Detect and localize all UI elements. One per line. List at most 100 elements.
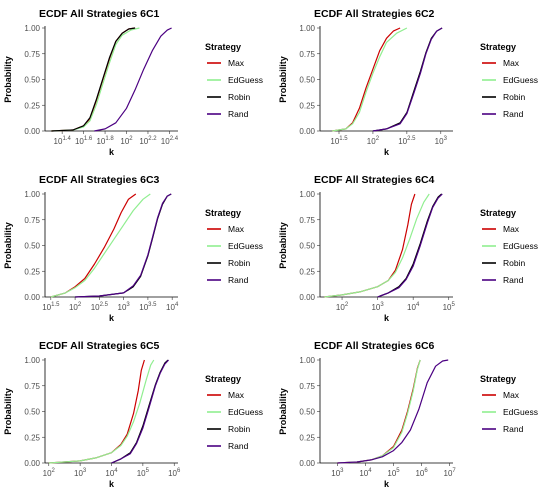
series-line-edguess	[337, 359, 421, 464]
y-tick-label: 1.00	[299, 356, 315, 365]
y-tick-label: 0.00	[24, 127, 40, 136]
x-tick-label: 102	[69, 302, 82, 312]
y-tick-label: 0.00	[24, 293, 40, 302]
y-axis-label: Probability	[3, 388, 13, 435]
x-tick-label: 102.2	[139, 136, 157, 146]
y-tick-label: 0.25	[24, 433, 40, 442]
series-line-max	[332, 27, 401, 132]
x-tick-label: 101.6	[75, 136, 93, 146]
y-tick-label: 1.00	[24, 356, 40, 365]
y-tick-label: 1.00	[24, 24, 40, 33]
x-tick-label: 102.5	[91, 302, 109, 312]
x-tick-label: 103.5	[139, 302, 157, 312]
x-tick-label: 104	[105, 468, 118, 478]
x-tick-label: 103	[331, 468, 344, 478]
series-line-rand	[94, 27, 172, 132]
series-line-max	[48, 359, 145, 464]
legend-label-edguess: EdGuess	[503, 241, 538, 251]
x-axis-label: k	[384, 313, 390, 323]
x-tick-label: 103	[118, 302, 131, 312]
series-line-edguess	[48, 359, 155, 464]
y-axis-label: Probability	[3, 56, 13, 103]
legend-label-rand: Rand	[503, 424, 524, 434]
ecdf-panel-4: ECDF All Strategies 6C4 0.00 0.25 0.50 0.75 1…	[278, 174, 538, 323]
legend-label-rand: Rand	[503, 109, 524, 119]
x-axis-label: k	[109, 479, 115, 489]
y-tick-label: 0.50	[299, 76, 315, 85]
x-tick-label: 101.4	[54, 136, 72, 146]
panel-title: ECDF All Strategies 6C3	[39, 174, 160, 186]
y-tick-label: 0.00	[299, 293, 315, 302]
x-tick-label: 101.5	[42, 302, 60, 312]
legend-label-robin: Robin	[228, 424, 250, 434]
y-axis-label: Probability	[278, 222, 288, 269]
x-axis-label: k	[109, 313, 115, 323]
x-tick-label: 105	[443, 302, 456, 312]
series-line-rand	[111, 359, 170, 464]
x-tick-label: 102	[120, 136, 133, 146]
series-line-robin	[51, 27, 136, 132]
legend-label-edguess: EdGuess	[228, 75, 263, 85]
y-tick-label: 0.75	[24, 216, 40, 225]
legend-label-robin: Robin	[228, 258, 250, 268]
series-line-edguess	[332, 27, 408, 132]
x-tick-label: 104	[359, 468, 372, 478]
ecdf-panel-2: ECDF All Strategies 6C2 0.00 0.25 0.50 0.75 1…	[278, 8, 538, 157]
y-tick-label: 0.75	[299, 50, 315, 59]
x-tick-label: 101.8	[96, 136, 114, 146]
legend-label-edguess: EdGuess	[228, 241, 263, 251]
x-tick-label: 102	[43, 468, 56, 478]
series-line-edguess	[50, 193, 151, 298]
y-tick-label: 0.75	[299, 216, 315, 225]
legend-label-max: Max	[503, 224, 520, 234]
x-tick-label: 107	[444, 468, 457, 478]
x-tick-label: 102	[336, 302, 349, 312]
legend-label-edguess: EdGuess	[503, 407, 538, 417]
legend-label-max: Max	[503, 58, 520, 68]
legend-label-edguess: EdGuess	[503, 75, 538, 85]
y-tick-label: 0.50	[299, 408, 315, 417]
x-axis-label: k	[384, 147, 390, 157]
legend-label-max: Max	[228, 390, 245, 400]
y-tick-label: 0.50	[299, 242, 315, 251]
series-line-max	[51, 27, 136, 132]
y-tick-label: 1.00	[299, 190, 315, 199]
ecdf-panel-5: ECDF All Strategies 6C5 0.00 0.25 0.50 0.75 1…	[3, 340, 263, 489]
x-tick-label: 106	[168, 468, 181, 478]
series-line-rand	[337, 359, 449, 464]
legend-title: Strategy	[205, 42, 241, 52]
legend-label-max: Max	[228, 58, 245, 68]
y-tick-label: 0.75	[299, 382, 315, 391]
series-line-edguess	[324, 193, 430, 298]
legend-label-rand: Rand	[503, 275, 524, 285]
series-line-max	[50, 193, 137, 298]
y-axis-label: Probability	[278, 56, 288, 103]
legend-label-rand: Rand	[228, 441, 249, 451]
x-tick-label: 103	[371, 302, 384, 312]
panel-title: ECDF All Strategies 6C2	[314, 8, 435, 20]
legend-title: Strategy	[205, 208, 241, 218]
y-tick-label: 0.00	[299, 127, 315, 136]
y-axis-label: Probability	[3, 222, 13, 269]
y-tick-label: 0.50	[24, 76, 40, 85]
legend-label-rand: Rand	[228, 109, 249, 119]
legend-title: Strategy	[480, 42, 516, 52]
ecdf-panel-3: ECDF All Strategies 6C3 0.00 0.25 0.50 0.75 1…	[3, 174, 263, 323]
legend-title: Strategy	[205, 374, 241, 384]
x-tick-label: 101.5	[330, 136, 348, 146]
series-line-max	[324, 193, 416, 298]
legend-title: Strategy	[480, 374, 516, 384]
y-tick-label: 0.25	[299, 433, 315, 442]
y-tick-label: 1.00	[24, 190, 40, 199]
series-line-rand	[75, 193, 172, 298]
x-tick-label: 105	[387, 468, 400, 478]
y-tick-label: 0.25	[299, 101, 315, 110]
legend-label-robin: Robin	[503, 258, 525, 268]
x-tick-label: 104	[407, 302, 420, 312]
x-tick-label: 102.5	[398, 136, 416, 146]
y-tick-label: 0.25	[24, 101, 40, 110]
x-tick-label: 103	[435, 136, 448, 146]
legend-label-robin: Robin	[503, 92, 525, 102]
x-tick-label: 102.4	[161, 136, 179, 146]
